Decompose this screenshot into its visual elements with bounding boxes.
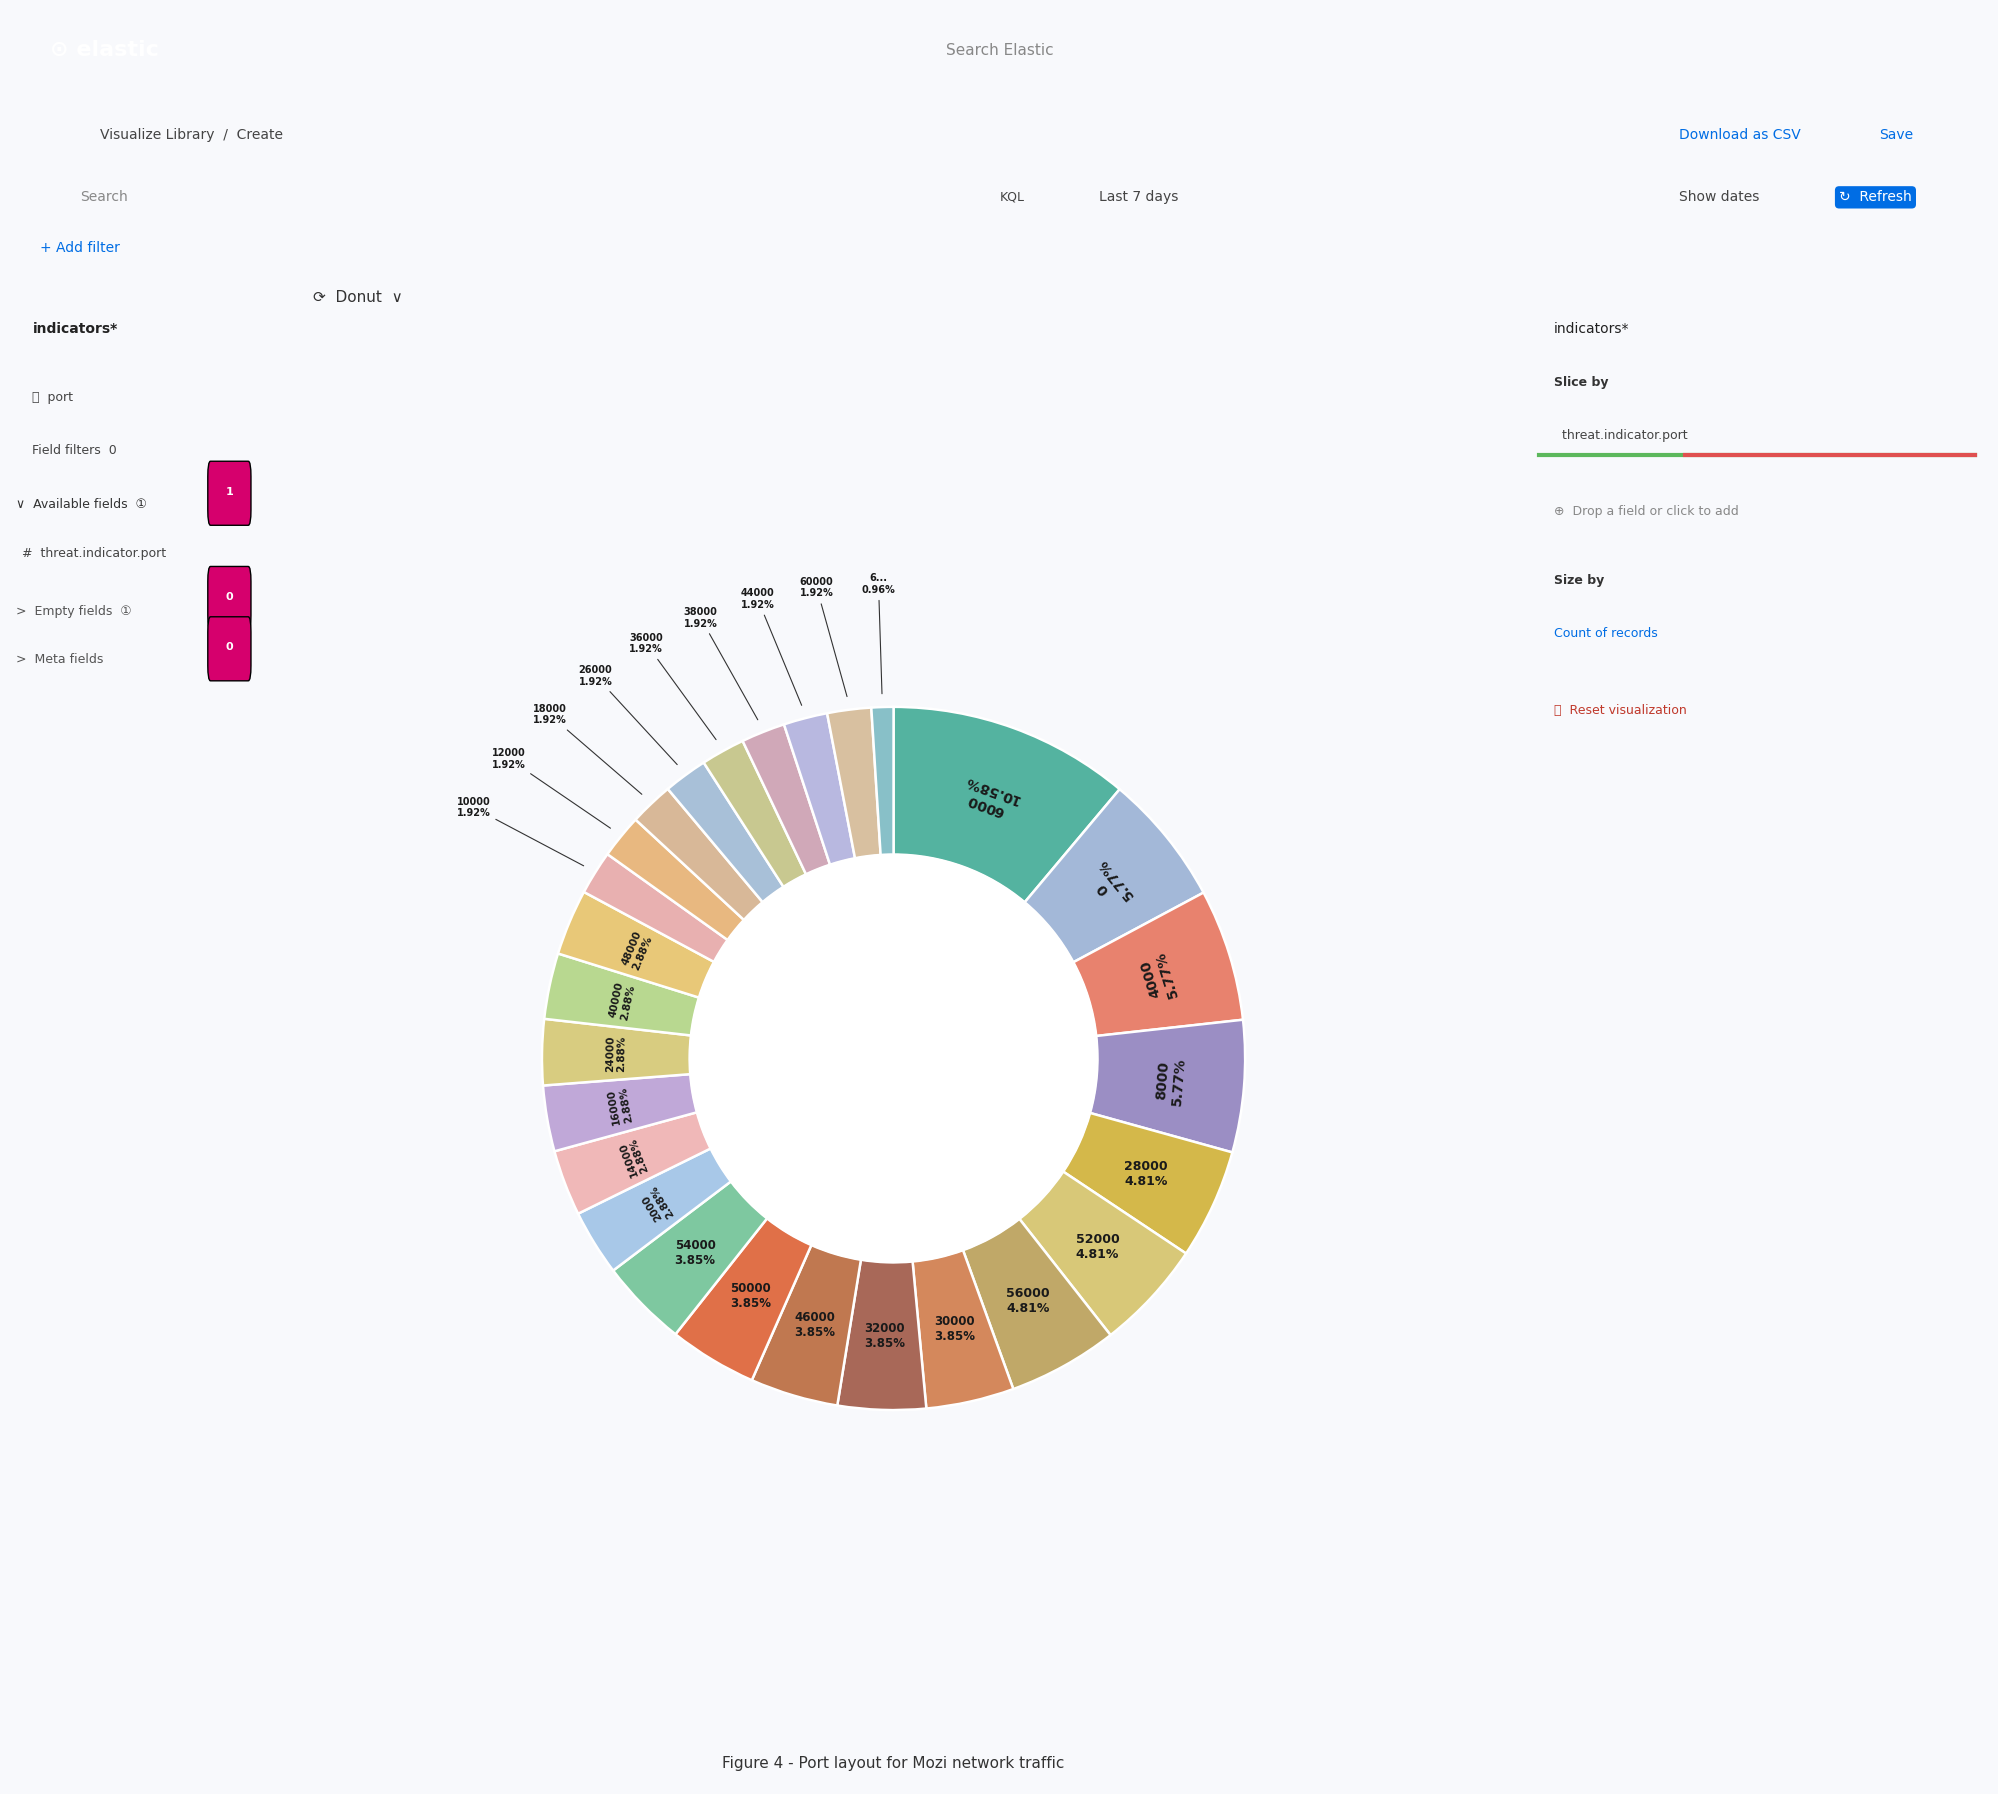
Wedge shape [963, 1218, 1111, 1389]
Wedge shape [1089, 1019, 1245, 1152]
Wedge shape [553, 1112, 709, 1215]
Text: >  Meta fields: > Meta fields [16, 653, 104, 666]
Text: ∨  Available fields  ①: ∨ Available fields ① [16, 499, 148, 511]
Wedge shape [607, 820, 743, 940]
FancyBboxPatch shape [208, 567, 252, 630]
Text: ⟳  Donut  ∨: ⟳ Donut ∨ [314, 291, 402, 305]
Wedge shape [1025, 789, 1203, 962]
Text: threat.indicator.port: threat.indicator.port [1552, 429, 1686, 441]
Text: 24000
2.88%: 24000 2.88% [605, 1035, 627, 1071]
Wedge shape [893, 707, 1119, 902]
FancyBboxPatch shape [208, 617, 252, 682]
Text: Figure 4 - Port layout for Mozi network traffic: Figure 4 - Port layout for Mozi network … [721, 1756, 1065, 1771]
Text: 6000
10.58%: 6000 10.58% [955, 773, 1021, 822]
Text: 14000
2.88%: 14000 2.88% [617, 1136, 649, 1177]
Text: 1: 1 [226, 486, 234, 497]
Wedge shape [703, 741, 805, 886]
Wedge shape [675, 1218, 811, 1380]
Text: 18000
1.92%: 18000 1.92% [531, 703, 641, 795]
Circle shape [689, 854, 1097, 1263]
Text: 52000
4.81%: 52000 4.81% [1075, 1232, 1119, 1261]
Text: 26000
1.92%: 26000 1.92% [579, 666, 677, 764]
Wedge shape [583, 854, 727, 962]
Text: 4000
5.77%: 4000 5.77% [1137, 949, 1179, 1003]
Wedge shape [635, 789, 763, 920]
Text: indicators*: indicators* [1552, 323, 1628, 337]
Text: 40000
2.88%: 40000 2.88% [607, 981, 635, 1021]
Text: Show dates: Show dates [1678, 190, 1758, 205]
Text: ⊕  Drop a field or click to add: ⊕ Drop a field or click to add [1552, 506, 1738, 518]
Text: Last 7 days: Last 7 days [1099, 190, 1179, 205]
Text: 38000
1.92%: 38000 1.92% [683, 606, 757, 719]
Text: 36000
1.92%: 36000 1.92% [629, 633, 715, 739]
Wedge shape [871, 707, 893, 856]
Text: Slice by: Slice by [1552, 377, 1608, 389]
Text: 10000
1.92%: 10000 1.92% [458, 797, 583, 867]
Wedge shape [557, 892, 713, 997]
Text: 54000
3.85%: 54000 3.85% [673, 1238, 715, 1267]
Wedge shape [837, 1259, 925, 1410]
Wedge shape [613, 1182, 767, 1335]
Wedge shape [541, 1019, 691, 1085]
Text: 46000
3.85%: 46000 3.85% [793, 1311, 835, 1338]
Text: 12000
1.92%: 12000 1.92% [492, 748, 609, 829]
Text: 8000
5.77%: 8000 5.77% [1153, 1055, 1187, 1105]
Wedge shape [667, 762, 783, 902]
Text: 50000
3.85%: 50000 3.85% [729, 1283, 771, 1310]
Text: Size by: Size by [1552, 574, 1602, 587]
Wedge shape [913, 1250, 1013, 1408]
Text: 44000
1.92%: 44000 1.92% [741, 588, 801, 705]
Wedge shape [827, 707, 881, 858]
Text: 60000
1.92%: 60000 1.92% [799, 578, 847, 696]
Text: 2000
2.88%: 2000 2.88% [637, 1182, 675, 1225]
Text: #  threat.indicator.port: # threat.indicator.port [22, 547, 166, 560]
Wedge shape [543, 953, 699, 1035]
Text: 🔍  port: 🔍 port [32, 391, 74, 404]
Text: 0: 0 [226, 592, 234, 603]
Wedge shape [751, 1245, 861, 1405]
Text: >  Empty fields  ①: > Empty fields ① [16, 605, 132, 617]
Wedge shape [577, 1148, 731, 1270]
Text: 0: 0 [226, 642, 234, 653]
Text: Download as CSV: Download as CSV [1678, 127, 1800, 142]
Text: 56000
4.81%: 56000 4.81% [1005, 1288, 1049, 1315]
Text: ↻  Refresh: ↻ Refresh [1838, 190, 1910, 205]
FancyBboxPatch shape [208, 461, 252, 526]
Text: 30000
3.85%: 30000 3.85% [933, 1315, 975, 1344]
Text: 48000
2.88%: 48000 2.88% [619, 929, 653, 972]
Text: indicators*: indicators* [32, 323, 118, 337]
Text: Save: Save [1878, 127, 1912, 142]
Text: ⊙ elastic: ⊙ elastic [50, 39, 158, 61]
Text: 16000
2.88%: 16000 2.88% [605, 1087, 633, 1127]
Wedge shape [543, 1075, 697, 1152]
Text: 6...
0.96%: 6... 0.96% [861, 574, 895, 694]
Text: 32000
3.85%: 32000 3.85% [863, 1322, 905, 1351]
Text: Count of records: Count of records [1552, 628, 1656, 640]
Wedge shape [783, 714, 855, 865]
Text: 0
5.77%: 0 5.77% [1081, 856, 1135, 911]
Text: Search Elastic: Search Elastic [945, 43, 1053, 57]
Text: 🗑  Reset visualization: 🗑 Reset visualization [1552, 703, 1686, 716]
Text: + Add filter: + Add filter [40, 240, 120, 255]
Text: 28000
4.81%: 28000 4.81% [1123, 1161, 1167, 1188]
Text: Search: Search [80, 190, 128, 205]
Wedge shape [1019, 1171, 1185, 1335]
Text: Visualize Library  /  Create: Visualize Library / Create [100, 127, 284, 142]
Text: Field filters  0: Field filters 0 [32, 445, 118, 457]
Wedge shape [1063, 1112, 1231, 1254]
Wedge shape [743, 725, 829, 874]
Text: KQL: KQL [999, 190, 1025, 205]
Wedge shape [1073, 893, 1243, 1035]
